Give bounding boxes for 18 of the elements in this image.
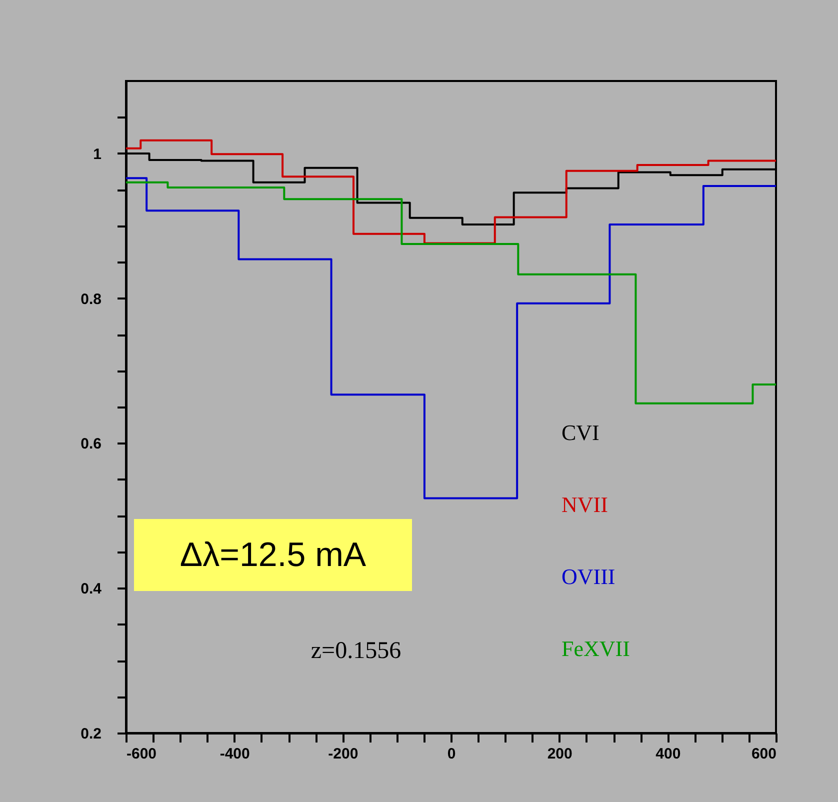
x-tick-label: -200 [328,746,358,762]
x-tick-label: 600 [751,746,776,762]
annotation: Δλ=12.5 mA [180,536,366,574]
y-tick-label: 0.8 [80,290,102,308]
y-tick-label: 0.6 [80,436,102,453]
text: CVI [562,420,600,446]
y-tick-label: 0.4 [80,580,102,598]
y-tick-label: 1 [93,146,102,163]
y-tick-label: 0.2 [80,726,102,742]
x-tick-label: 400 [656,746,681,762]
annotation: z=0.1556 [310,638,402,664]
text: OVIII [562,564,616,590]
text: NVII [562,492,608,518]
x-tick-label: -400 [220,746,250,762]
x-tick-label: 0 [447,746,456,762]
x-tick-label: -600 [126,746,157,762]
x-tick-label: 200 [547,746,572,762]
text: FeXVII [562,636,630,662]
